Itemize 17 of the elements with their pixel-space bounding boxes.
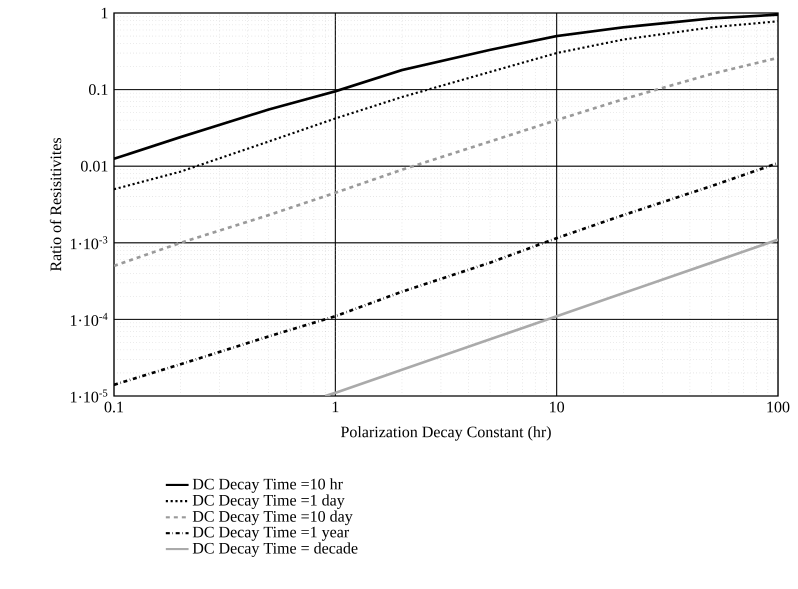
y-axis-title: Ratio of Resisitivites [50, 138, 62, 272]
y-tick-label: 1·10$^{-3}$ [70, 236, 108, 250]
y-tick-label: 1·10$^{-4}$ [70, 312, 108, 326]
y-tick-label: 1 [102, 8, 108, 18]
legend-label: DC Decay Time = decade [192, 542, 358, 557]
y-tick-label: 0.01 [81, 160, 108, 172]
x-tick-label: 1 [332, 402, 338, 412]
y-tick-label: 0.1 [89, 84, 108, 96]
y-tick-label: 1·10$^{-5}$ [70, 390, 108, 402]
x-tick-label: 100 [767, 402, 790, 412]
legend-label: DC Decay Time =1 year [192, 526, 350, 541]
x-axis-title: Polarization Decay Constant (hr) [340, 426, 551, 441]
legend-label: DC Decay Time =10 day [192, 510, 353, 526]
x-tick-label: 0.1 [104, 402, 124, 412]
legend-label: DC Decay Time =1 day [192, 494, 345, 509]
legend-label: DC Decay Time =10 hr [192, 478, 343, 493]
x-tick-label: 10 [550, 402, 564, 412]
